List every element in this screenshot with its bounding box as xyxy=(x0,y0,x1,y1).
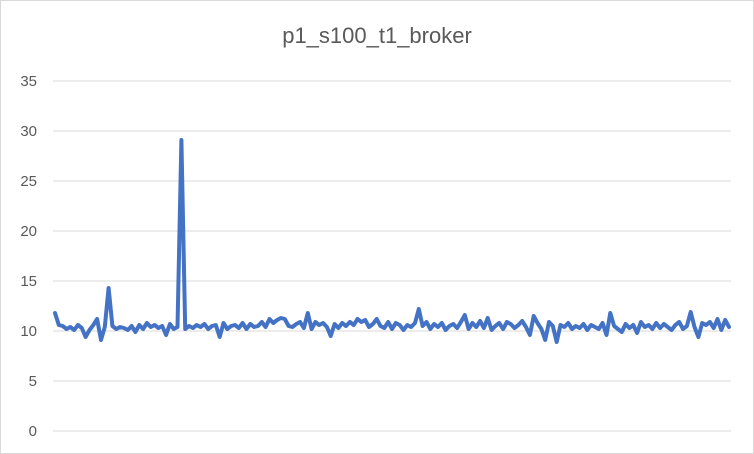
y-tick-label: 25 xyxy=(20,173,37,190)
series-line-0 xyxy=(53,138,731,344)
y-tick-label: 30 xyxy=(20,123,37,140)
chart-title: p1_s100_t1_broker xyxy=(282,23,472,48)
grid-layer xyxy=(53,80,731,432)
y-tick-label: 20 xyxy=(20,223,37,240)
y-tick-label: 35 xyxy=(20,73,37,90)
y-axis-tick-labels: 0 5 10 15 20 25 30 35 xyxy=(20,73,37,440)
series-layer xyxy=(53,138,731,344)
y-tick-label: 5 xyxy=(29,373,37,390)
y-tick-label: 15 xyxy=(20,273,37,290)
y-tick-label: 0 xyxy=(29,423,37,440)
y-tick-label: 10 xyxy=(20,323,37,340)
